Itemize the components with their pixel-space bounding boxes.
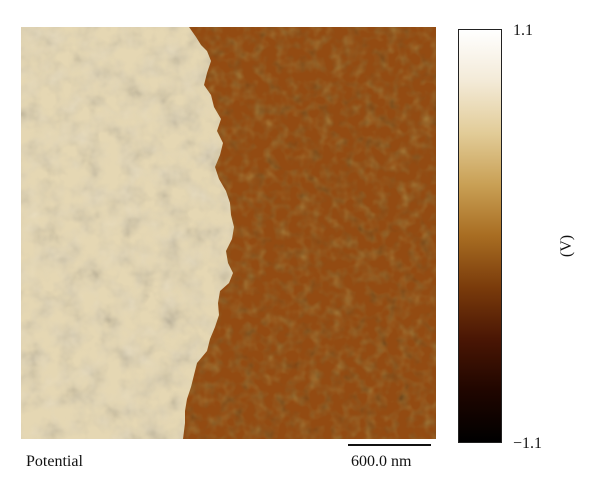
colorbar-unit-label: (V): [558, 234, 576, 258]
scale-bar: [348, 444, 431, 446]
scale-bar-label: 600.0 nm: [351, 453, 412, 470]
potential-map-image: [21, 27, 436, 439]
colorbar-min-label: −1.1: [513, 435, 543, 452]
colorbar-max-label: 1.1: [513, 22, 533, 39]
colorbar: [458, 29, 502, 443]
figure-caption: Potential: [26, 453, 83, 470]
